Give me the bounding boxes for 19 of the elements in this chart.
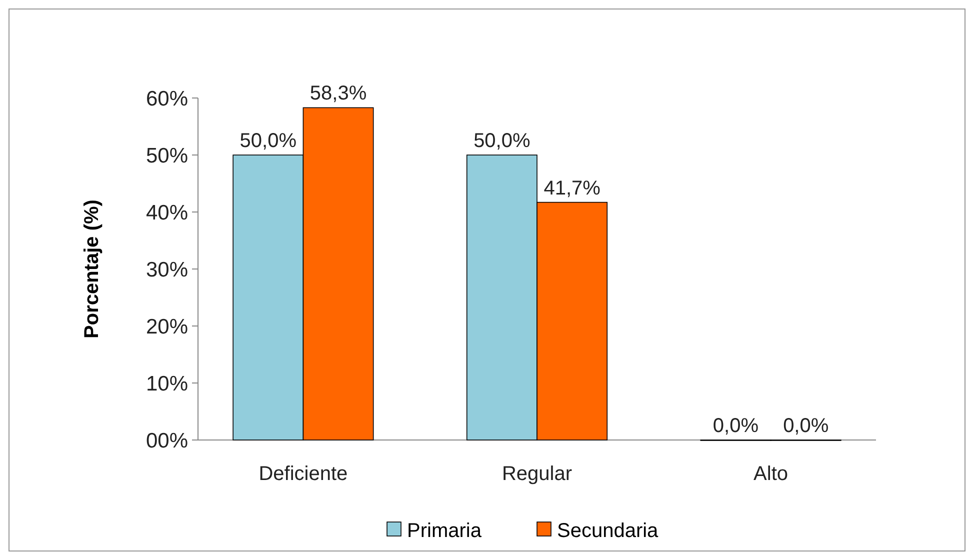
data-label: 50,0%: [474, 130, 530, 152]
legend-label: Primaria: [407, 520, 482, 542]
x-tick-label: Deficiente: [258, 463, 348, 485]
x-tick-label: Regular: [502, 463, 572, 485]
data-label: 0,0%: [783, 415, 829, 437]
data-label: 50,0%: [240, 130, 297, 152]
data-label: 58,3%: [310, 82, 367, 105]
y-tick-label: 20%: [146, 315, 188, 338]
y-tick-label: 40%: [146, 201, 188, 224]
y-tick-label: 10%: [146, 372, 188, 396]
data-label: 41,7%: [544, 177, 601, 200]
y-tick-label: 00%: [146, 429, 188, 452]
y-tick-label: 30%: [146, 258, 188, 282]
y-tick-label: 50%: [146, 144, 188, 168]
y-tick-label: 60%: [146, 87, 188, 110]
data-label: 0,0%: [712, 415, 759, 437]
legend-label: Secundaria: [557, 520, 660, 542]
y-axis-title: Porcentaje (%): [81, 200, 103, 338]
x-tick-label: Alto: [754, 463, 788, 485]
